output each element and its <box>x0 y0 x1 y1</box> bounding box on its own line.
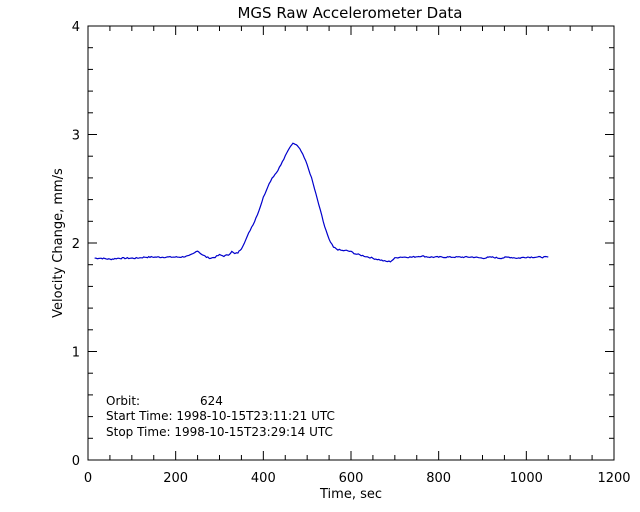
y-tick-label: 1 <box>72 346 80 361</box>
series-line <box>94 142 549 263</box>
y-tick-label: 2 <box>72 237 80 252</box>
x-tick-label: 800 <box>426 471 451 486</box>
x-tick-label: 1000 <box>510 471 543 486</box>
x-tick-label: 0 <box>84 471 92 486</box>
plot-frame <box>87 25 615 461</box>
start-time-annotation: Start Time: 1998-10-15T23:11:21 UTC <box>106 409 335 423</box>
axis-ticks <box>87 25 615 461</box>
stop-time-annotation: Stop Time: 1998-10-15T23:29:14 UTC <box>106 425 333 439</box>
x-axis-label: Time, sec <box>319 487 382 502</box>
y-tick-labels: 0 1 2 3 4 <box>72 20 80 469</box>
x-tick-label: 1200 <box>597 471 630 486</box>
chart-title: MGS Raw Accelerometer Data <box>237 4 462 22</box>
y-axis-label: Velocity Change, mm/s <box>51 168 66 318</box>
x-tick-labels: 0 200 400 600 800 1000 1200 <box>84 471 631 486</box>
y-tick-label: 4 <box>72 20 80 35</box>
x-tick-label: 200 <box>163 471 188 486</box>
x-tick-label: 400 <box>251 471 276 486</box>
orbit-value: 624 <box>200 394 223 408</box>
y-tick-label: 0 <box>72 454 80 469</box>
x-tick-label: 600 <box>339 471 364 486</box>
orbit-label: Orbit: <box>106 394 140 408</box>
y-tick-label: 3 <box>72 129 80 144</box>
